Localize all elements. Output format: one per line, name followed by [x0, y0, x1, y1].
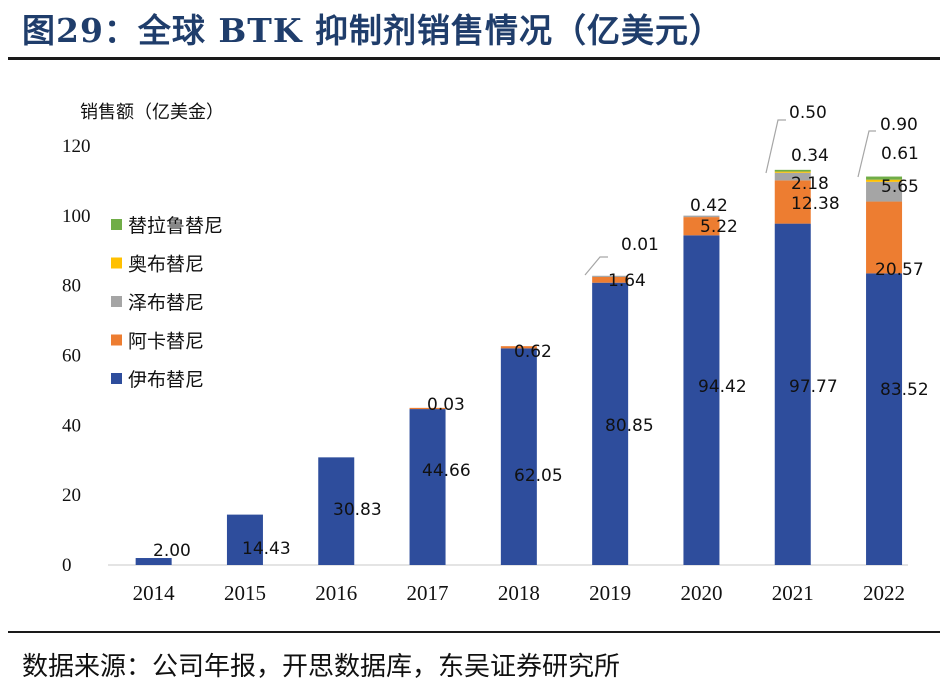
x-tick-label: 2022 [863, 581, 905, 605]
legend-swatch [111, 219, 122, 230]
bar-segment [866, 273, 903, 565]
data-label: 97.77 [789, 377, 838, 397]
y-tick-label: 20 [62, 485, 81, 506]
bar-segment [409, 407, 446, 410]
bar-segment [683, 217, 720, 236]
bar-segment [500, 346, 537, 349]
bar-segment [318, 457, 355, 565]
data-label: 44.66 [422, 461, 471, 481]
bottom-rule [8, 631, 940, 633]
leader-line [857, 130, 876, 178]
leader-line [584, 256, 608, 276]
data-label: 12.38 [791, 194, 840, 214]
data-label: 0.01 [621, 235, 659, 255]
x-tick-label: 2017 [407, 581, 449, 605]
source-note: 数据来源：公司年报，开思数据库，东吴证券研究所 [22, 652, 621, 682]
bar-segment [592, 276, 629, 283]
top-rule [8, 57, 940, 60]
y-tick-label: 0 [62, 555, 72, 576]
bar-segment [226, 514, 263, 565]
bar-segment [866, 201, 903, 274]
bar-segment [409, 409, 446, 565]
legend-label: 阿卡替尼 [128, 331, 204, 353]
data-label: 0.90 [880, 115, 918, 135]
x-tick-label: 2020 [680, 581, 722, 605]
bar-stacks [135, 169, 903, 565]
bar-segment [500, 348, 537, 565]
data-label: 80.85 [605, 416, 654, 436]
x-tick-labels: 2014 2015 2016 2017 2018 2019 2020 2021 2022 [133, 581, 905, 605]
data-label: 0.62 [514, 342, 552, 362]
x-tick-label: 2015 [224, 581, 266, 605]
data-label: 0.42 [690, 196, 728, 216]
data-labels: 2.00 14.43 30.83 44.66 0.03 62.05 0.62 80.85 1.6… [153, 103, 929, 561]
data-label: 0.03 [427, 395, 465, 415]
data-label: 62.05 [514, 466, 563, 486]
figure-title: 图29：全球 BTK 抑制剂销售情况（亿美元） [22, 11, 724, 50]
x-tick-label: 2018 [498, 581, 540, 605]
data-label: 1.64 [608, 271, 646, 291]
data-label: 5.65 [881, 177, 919, 197]
bar-segment [866, 176, 903, 180]
bar-segment [592, 282, 629, 565]
data-label: 83.52 [880, 380, 929, 400]
y-tick-label: 60 [62, 346, 81, 367]
x-tick-label: 2016 [315, 581, 357, 605]
legend-label: 奥布替尼 [128, 254, 204, 276]
bar-segment [683, 215, 720, 218]
bar-segment [774, 171, 811, 173]
bar-segment [774, 172, 811, 181]
data-label: 2.18 [791, 174, 829, 194]
legend-swatch [111, 334, 122, 346]
data-label: 0.61 [881, 144, 919, 164]
legend-swatch [111, 257, 122, 269]
legend-swatch [111, 373, 122, 384]
y-tick-label: 100 [62, 206, 91, 227]
y-axis-label: 销售额（亿美金） [80, 102, 224, 123]
legend-label: 泽布替尼 [128, 292, 204, 314]
leader-lines [584, 119, 876, 276]
bar-segment [774, 180, 811, 224]
data-label: 30.83 [333, 500, 382, 520]
y-tick-label: 120 [62, 136, 91, 157]
bar-segment [774, 169, 811, 172]
data-label: 0.34 [791, 146, 829, 166]
bar-segment [866, 181, 903, 202]
leader-line [765, 119, 786, 174]
bar-segment [135, 558, 172, 565]
y-tick-label: 40 [62, 415, 81, 436]
x-tick-label: 2019 [589, 581, 631, 605]
bar-segment [683, 235, 720, 565]
bar-segment [592, 275, 629, 277]
data-label: 5.22 [700, 217, 738, 237]
x-tick-label: 2014 [133, 581, 176, 605]
bar-segment [866, 179, 903, 182]
y-tick-labels: 0 20 40 60 80 100 120 [62, 136, 91, 576]
legend-swatch [111, 296, 122, 307]
data-label: 2.00 [153, 541, 191, 561]
data-label: 0.50 [789, 103, 827, 123]
data-label: 94.42 [698, 377, 747, 397]
legend-label: 替拉鲁替尼 [128, 215, 223, 237]
legend-label: 伊布替尼 [128, 369, 204, 391]
data-label: 14.43 [242, 539, 291, 559]
data-label: 20.57 [875, 260, 924, 280]
x-tick-label: 2021 [772, 581, 814, 605]
bar-segment [774, 223, 811, 565]
y-tick-label: 80 [62, 276, 81, 297]
